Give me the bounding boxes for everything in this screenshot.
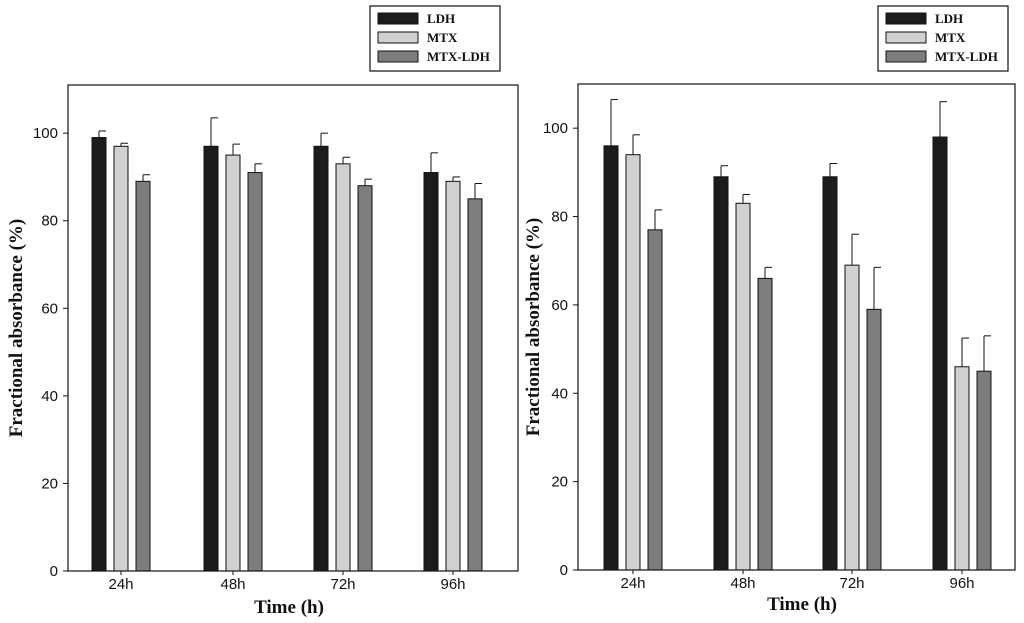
- y-tick-label-60: 60: [551, 297, 568, 314]
- bar-mtx-96h: [445, 180, 461, 572]
- legend-label-mtx: MTX: [427, 30, 458, 45]
- x-tick-label-96h: 96h: [949, 575, 974, 592]
- x-tick-label-96h: 96h: [440, 576, 465, 593]
- bar-mtx-ldh-96h: [976, 370, 992, 571]
- legend-label-ldh: LDH: [427, 11, 455, 26]
- legend-label-mtx-ldh: MTX-LDH: [935, 49, 998, 64]
- y-tick-label-40: 40: [551, 385, 568, 402]
- y-tick-label-60: 60: [41, 300, 58, 317]
- bar-mtx-48h: [735, 202, 751, 571]
- legend-label-mtx-ldh: MTX-LDH: [427, 49, 490, 64]
- bar-ldh-24h: [603, 145, 619, 571]
- y-tick-label-40: 40: [41, 388, 58, 405]
- x-tick-label-48h: 48h: [730, 575, 755, 592]
- y-tick-label-0: 0: [560, 562, 568, 579]
- bar-ldh-48h: [713, 176, 729, 571]
- bar-mtx-ldh-48h: [247, 172, 263, 572]
- y-axis-title: Fractional absorbance (%): [6, 219, 27, 437]
- chart-panel-2: 24h 48h 72h 96h 0 20 40 60 80 100 Time (h) Fraction…: [523, 5, 1016, 615]
- legend-swatch-ldh: [377, 12, 419, 25]
- x-tick-label-24h: 24h: [108, 576, 133, 593]
- bar-ldh-72h: [822, 176, 838, 571]
- legend-swatch-mtx-ldh: [377, 50, 419, 63]
- y-tick-label-100: 100: [543, 120, 568, 137]
- bar-mtx-72h: [335, 163, 351, 572]
- bar-mtx-72h: [844, 264, 860, 571]
- legend-label-ldh: LDH: [935, 11, 963, 26]
- bar-mtx-ldh-48h: [757, 277, 773, 571]
- bar-ldh-24h: [91, 137, 107, 572]
- legend-swatch-mtx: [377, 31, 419, 44]
- plot-frame: [67, 84, 519, 572]
- legend-swatch-ldh: [885, 12, 927, 25]
- bar-mtx-ldh-72h: [357, 185, 373, 572]
- bar-ldh-72h: [313, 145, 329, 572]
- bar-mtx-96h: [954, 366, 970, 571]
- y-tick-label-100: 100: [33, 125, 58, 142]
- legend-swatch-mtx: [885, 31, 927, 44]
- x-axis-title: Time (h): [767, 594, 837, 615]
- bar-mtx-48h: [225, 154, 241, 572]
- x-axis-title: Time (h): [254, 597, 324, 618]
- bar-mtx-ldh-96h: [467, 198, 483, 572]
- legend-swatch-mtx-ldh: [885, 50, 927, 63]
- bar-ldh-96h: [423, 172, 439, 572]
- x-tick-label-48h: 48h: [220, 576, 245, 593]
- plot-frame: [577, 83, 1016, 571]
- y-tick-label-80: 80: [551, 209, 568, 226]
- bar-ldh-96h: [932, 136, 948, 571]
- bar-mtx-24h: [113, 145, 129, 572]
- chart-panel-1: 24h 48h 72h 96h 0 20 40 60 80 100 Time (h) Fraction…: [6, 5, 519, 618]
- x-tick-label-72h: 72h: [330, 576, 355, 593]
- bar-mtx-ldh-72h: [866, 308, 882, 571]
- bar-ldh-48h: [203, 145, 219, 572]
- x-tick-label-72h: 72h: [839, 575, 864, 592]
- legend-label-mtx: MTX: [935, 30, 966, 45]
- bar-mtx-24h: [625, 154, 641, 571]
- y-tick-label-20: 20: [551, 474, 568, 491]
- legend: LDH MTX MTX-LDH: [877, 5, 1009, 72]
- bar-mtx-ldh-24h: [135, 180, 151, 572]
- y-tick-label-20: 20: [41, 475, 58, 492]
- legend: LDH MTX MTX-LDH: [369, 5, 501, 72]
- y-tick-label-0: 0: [50, 563, 58, 580]
- y-axis-title: Fractional absorbance (%): [523, 218, 544, 436]
- x-tick-label-24h: 24h: [620, 575, 645, 592]
- bar-mtx-ldh-24h: [647, 229, 663, 571]
- y-tick-label-80: 80: [41, 213, 58, 230]
